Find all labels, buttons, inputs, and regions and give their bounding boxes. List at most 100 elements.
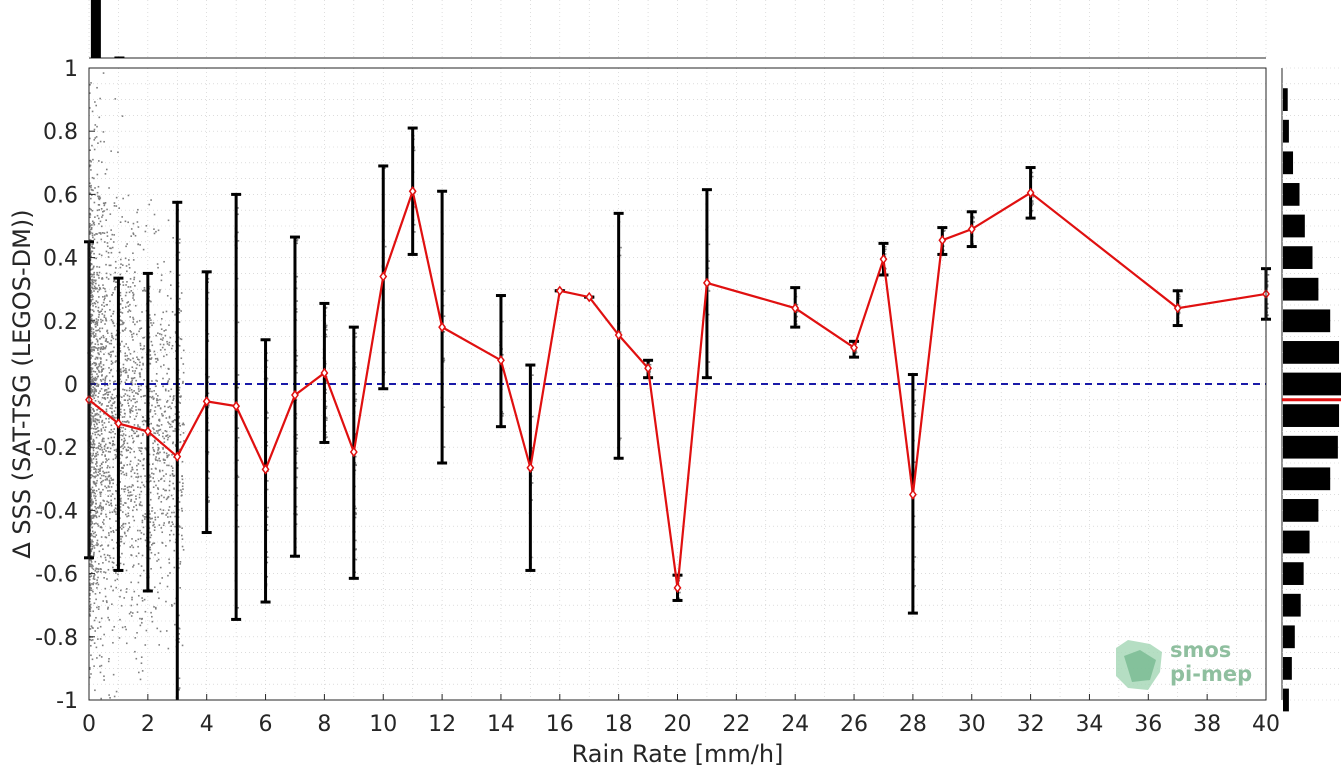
scatter-point [150,611,152,614]
scatter-point [95,616,97,619]
y-tick-label: -0.6 [35,563,78,588]
scatter-point [164,430,167,432]
scatter-point [914,399,917,402]
scatter-point [115,541,118,544]
scatter-point [91,350,93,353]
scatter-point [138,496,141,499]
scatter-point [105,319,107,321]
scatter-point [106,235,109,237]
scatter-point [90,438,92,440]
scatter-point [1031,209,1034,212]
scatter-point [139,460,142,462]
scatter-point [114,497,116,500]
scatter-point [114,98,117,100]
scatter-point [115,394,118,397]
scatter-point [137,208,139,211]
scatter-point [119,323,122,326]
scatter-point [95,363,98,366]
scatter-point [152,521,155,524]
scatter-point [95,431,98,433]
scatter-point [167,516,169,518]
scatter-point [103,314,106,317]
scatter-point [121,216,123,218]
scatter-point [94,536,96,538]
scatter-point [136,632,138,634]
scatter-point [149,410,152,413]
scatter-point [108,441,111,444]
scatter-point [154,518,157,521]
scatter-point [91,517,94,519]
scatter-point [130,498,133,501]
scatter-point [141,481,143,484]
scatter-point [123,399,126,401]
scatter-point [121,626,124,629]
scatter-point [120,405,123,407]
scatter-point [127,446,130,449]
scatter-point [108,657,110,660]
scatter-point [95,300,98,302]
scatter-point [913,515,916,518]
scatter-point [125,284,127,286]
scatter-point [149,350,152,353]
scatter-point [92,627,94,629]
scatter-point [108,431,111,433]
scatter-point [110,247,112,250]
scatter-point [159,289,161,291]
scatter-point [92,443,95,445]
scatter-point [104,426,107,429]
scatter-point [94,497,96,500]
scatter-point [153,480,156,483]
scatter-point [96,214,99,217]
scatter-point [109,391,111,393]
scatter-point [139,344,142,347]
scatter-point [90,228,92,231]
scatter-point [90,492,92,494]
scatter-point [90,654,92,657]
scatter-point [103,448,106,450]
scatter-point [100,526,103,529]
scatter-point [178,627,181,630]
scatter-point [91,234,94,237]
scatter-point [104,479,107,481]
scatter-point [102,507,104,509]
scatter-point [99,443,102,446]
scatter-point [128,291,131,294]
scatter-point [174,357,177,360]
scatter-point [102,474,105,477]
scatter-point [99,287,101,289]
scatter-point [91,294,94,296]
scatter-point [123,437,126,440]
scatter-point [92,281,95,284]
y-tick-label: -0.8 [35,626,78,651]
scatter-point [89,223,91,225]
scatter-point [153,606,155,608]
scatter-point [106,405,108,407]
scatter-point [93,276,95,278]
scatter-point [172,441,175,444]
scatter-point [95,458,98,461]
right-histogram-bar [1283,435,1338,459]
scatter-point [118,207,121,209]
scatter-point [90,279,93,281]
scatter-point [108,421,110,423]
scatter-point [94,394,97,397]
scatter-point [149,409,152,411]
scatter-point [178,392,180,394]
scatter-point [174,332,177,334]
scatter-point [127,498,130,500]
scatter-point [92,447,95,450]
scatter-point [174,505,176,508]
scatter-point [93,238,96,241]
scatter-point [160,365,162,368]
scatter-point [108,342,111,345]
scatter-point [295,523,298,525]
scatter-point [97,274,100,277]
scatter-point [123,440,125,443]
scatter-point [112,292,114,294]
scatter-point [166,585,169,588]
scatter-point [92,540,94,543]
scatter-point [103,571,105,573]
scatter-point [109,309,111,311]
scatter-point [124,502,126,504]
scatter-point [121,264,124,266]
